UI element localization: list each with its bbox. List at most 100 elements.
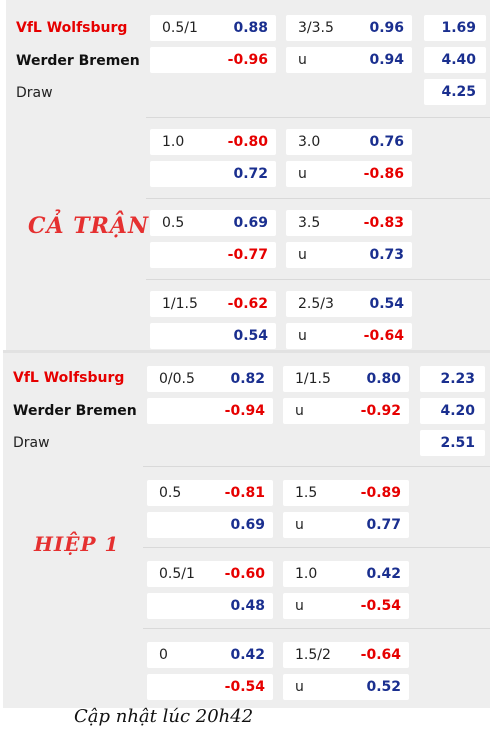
under-cell[interactable]: u 0.52 xyxy=(283,674,409,700)
handicap-away-cell[interactable]: -0.77 xyxy=(150,242,276,268)
under-label: u xyxy=(298,166,307,182)
handicap-home-cell[interactable]: 1/1.5 -0.62 xyxy=(150,291,276,317)
section-divider xyxy=(3,350,490,353)
handicap-home-cell[interactable]: 0/0.5 0.82 xyxy=(147,366,273,392)
handicap-away-odds: -0.77 xyxy=(227,247,268,263)
handicap-home-odds: -0.80 xyxy=(227,134,268,150)
under-cell[interactable]: u 0.94 xyxy=(286,47,412,73)
under-odds: 0.73 xyxy=(369,247,404,263)
handicap-line: 0.5/1 xyxy=(162,20,198,36)
under-odds: -0.54 xyxy=(360,598,401,614)
under-label: u xyxy=(295,403,304,419)
total-line: 3.0 xyxy=(298,134,321,150)
away-win-odds: 4.20 xyxy=(440,403,475,419)
handicap-home-cell[interactable]: 0.5/1 -0.60 xyxy=(147,561,273,587)
under-label: u xyxy=(298,247,307,263)
under-label: u xyxy=(298,52,307,68)
draw-cell[interactable]: 4.25 xyxy=(424,79,486,105)
over-odds: -0.89 xyxy=(360,485,401,501)
home-team-name: VfL Wolfsburg xyxy=(16,20,128,36)
handicap-home-cell[interactable]: 0.5/1 0.88 xyxy=(150,15,276,41)
total-line: 2.5/3 xyxy=(298,296,334,312)
away-win-cell[interactable]: 4.40 xyxy=(424,47,486,73)
row-group-divider xyxy=(146,198,490,199)
under-odds: -0.86 xyxy=(363,166,404,182)
row-group-divider xyxy=(143,547,490,548)
home-win-odds: 2.23 xyxy=(440,371,475,387)
handicap-away-odds: -0.94 xyxy=(224,403,265,419)
draw-label: Draw xyxy=(13,435,50,451)
handicap-line: 0.5 xyxy=(159,485,182,501)
home-win-cell[interactable]: 2.23 xyxy=(420,366,485,392)
home-win-cell[interactable]: 1.69 xyxy=(424,15,486,41)
away-win-cell[interactable]: 4.20 xyxy=(420,398,485,424)
over-cell[interactable]: 1.5 -0.89 xyxy=(283,480,409,506)
handicap-home-odds: 0.69 xyxy=(233,215,268,231)
total-line: 1/1.5 xyxy=(295,371,331,387)
handicap-line: 1/1.5 xyxy=(162,296,198,312)
handicap-away-odds: 0.48 xyxy=(230,598,265,614)
row-group-divider xyxy=(146,279,490,280)
handicap-home-odds: 0.42 xyxy=(230,647,265,663)
row-group-divider xyxy=(143,466,490,467)
over-cell[interactable]: 1/1.5 0.80 xyxy=(283,366,409,392)
handicap-home-cell[interactable]: 1.0 -0.80 xyxy=(150,129,276,155)
away-team-name: Werder Bremen xyxy=(16,53,140,69)
handicap-away-cell[interactable]: 0.72 xyxy=(150,161,276,187)
over-cell[interactable]: 3.5 -0.83 xyxy=(286,210,412,236)
under-cell[interactable]: u 0.77 xyxy=(283,512,409,538)
handicap-away-cell[interactable]: 0.69 xyxy=(147,512,273,538)
away-win-odds: 4.40 xyxy=(441,52,476,68)
under-cell[interactable]: u -0.86 xyxy=(286,161,412,187)
handicap-away-cell[interactable]: -0.54 xyxy=(147,674,273,700)
over-cell[interactable]: 1.0 0.42 xyxy=(283,561,409,587)
under-label: u xyxy=(295,598,304,614)
over-odds: 0.96 xyxy=(369,20,404,36)
handicap-home-odds: 0.82 xyxy=(230,371,265,387)
over-odds: 0.76 xyxy=(369,134,404,150)
under-label: u xyxy=(298,328,307,344)
handicap-away-odds: 0.69 xyxy=(230,517,265,533)
under-odds: 0.77 xyxy=(366,517,401,533)
over-cell[interactable]: 3/3.5 0.96 xyxy=(286,15,412,41)
under-label: u xyxy=(295,517,304,533)
handicap-away-odds: -0.54 xyxy=(224,679,265,695)
handicap-line: 1.0 xyxy=(162,134,185,150)
total-line: 3/3.5 xyxy=(298,20,334,36)
row-group-divider xyxy=(146,117,490,118)
handicap-home-odds: -0.60 xyxy=(224,566,265,582)
update-time-caption: Cập nhật lúc 20h42 xyxy=(74,706,254,727)
over-odds: 0.42 xyxy=(366,566,401,582)
under-cell[interactable]: u -0.64 xyxy=(286,323,412,349)
away-team-name: Werder Bremen xyxy=(13,403,137,419)
under-label: u xyxy=(295,679,304,695)
over-odds: -0.64 xyxy=(360,647,401,663)
over-cell[interactable]: 3.0 0.76 xyxy=(286,129,412,155)
handicap-home-odds: -0.62 xyxy=(227,296,268,312)
handicap-home-odds: -0.81 xyxy=(224,485,265,501)
handicap-away-cell[interactable]: -0.96 xyxy=(150,47,276,73)
over-cell[interactable]: 1.5/2 -0.64 xyxy=(283,642,409,668)
over-odds: 0.54 xyxy=(369,296,404,312)
total-line: 3.5 xyxy=(298,215,321,231)
under-cell[interactable]: u 0.73 xyxy=(286,242,412,268)
under-cell[interactable]: u -0.92 xyxy=(283,398,409,424)
handicap-home-cell[interactable]: 0.5 -0.81 xyxy=(147,480,273,506)
draw-cell[interactable]: 2.51 xyxy=(420,430,485,456)
handicap-home-odds: 0.88 xyxy=(233,20,268,36)
under-cell[interactable]: u -0.54 xyxy=(283,593,409,619)
total-line: 1.5 xyxy=(295,485,318,501)
under-odds: 0.94 xyxy=(369,52,404,68)
handicap-away-cell[interactable]: 0.54 xyxy=(150,323,276,349)
handicap-away-odds: 0.54 xyxy=(233,328,268,344)
handicap-home-cell[interactable]: 0 0.42 xyxy=(147,642,273,668)
over-odds: 0.80 xyxy=(366,371,401,387)
over-cell[interactable]: 2.5/3 0.54 xyxy=(286,291,412,317)
handicap-line: 0.5/1 xyxy=(159,566,195,582)
handicap-away-cell[interactable]: 0.48 xyxy=(147,593,273,619)
handicap-away-cell[interactable]: -0.94 xyxy=(147,398,273,424)
handicap-line: 0 xyxy=(159,647,168,663)
period-label: HIỆP 1 xyxy=(34,532,120,556)
handicap-line: 0/0.5 xyxy=(159,371,195,387)
handicap-home-cell[interactable]: 0.5 0.69 xyxy=(150,210,276,236)
